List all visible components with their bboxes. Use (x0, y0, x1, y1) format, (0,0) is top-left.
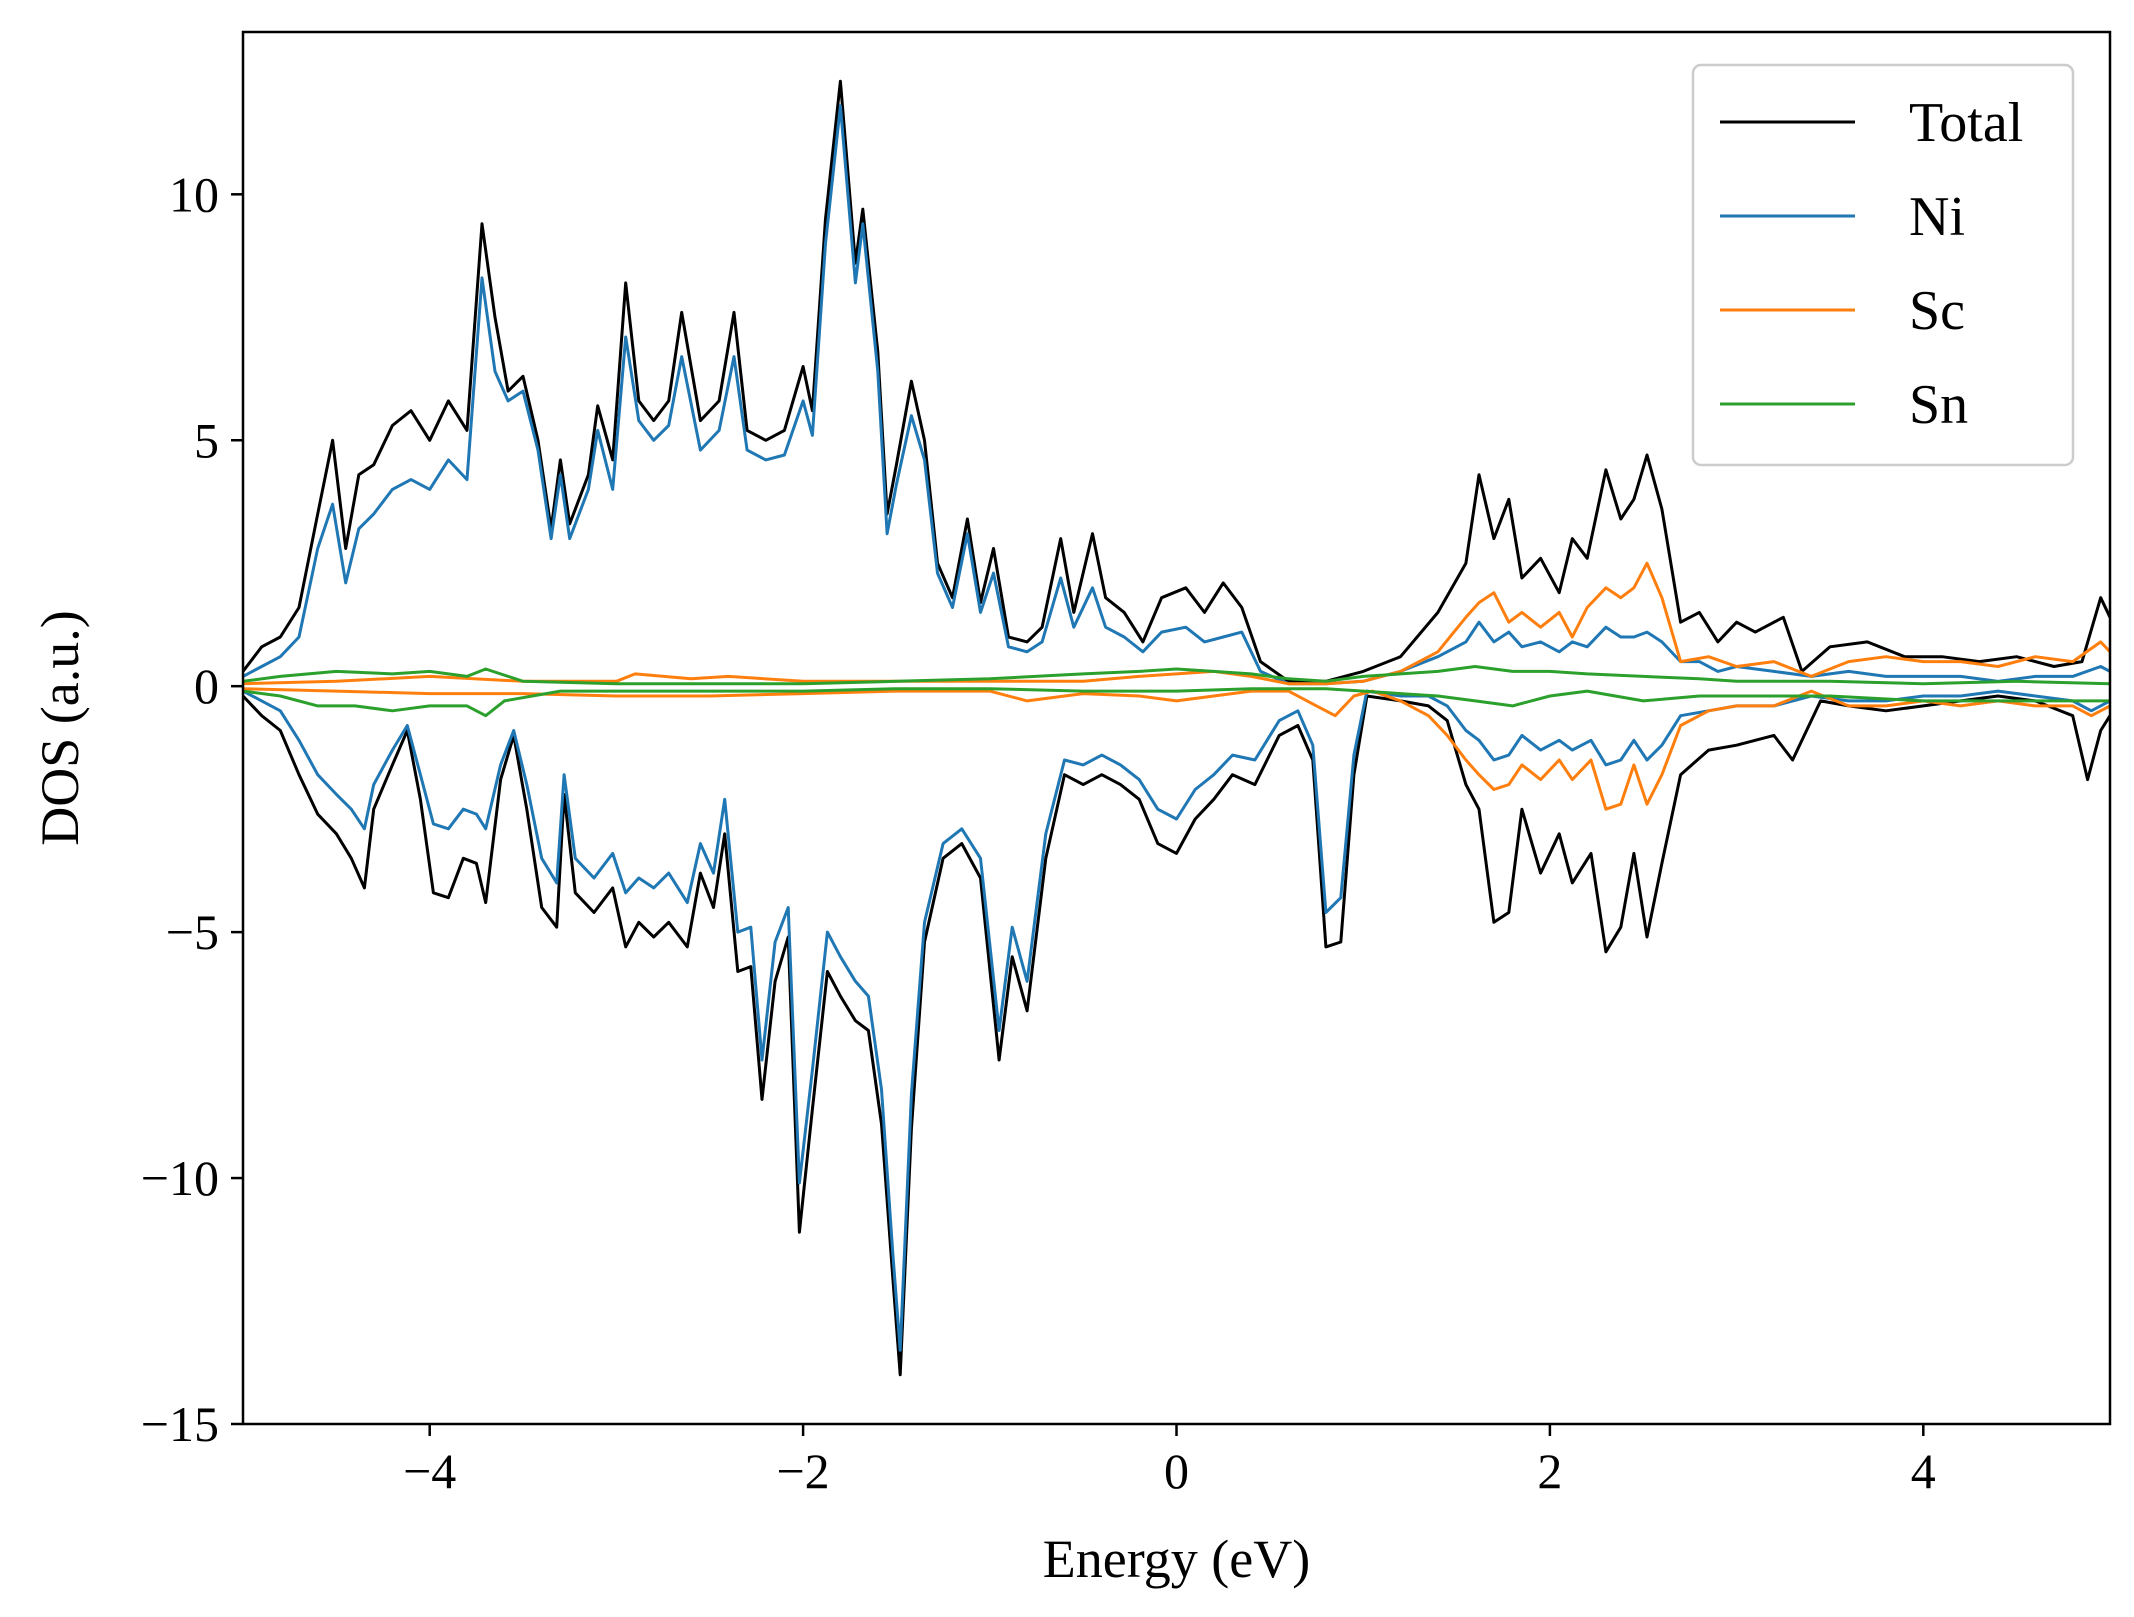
x-axis-label: Energy (eV) (1043, 1529, 1310, 1589)
y-tick-label: 10 (169, 166, 219, 222)
legend-label-ni: Ni (1909, 186, 1965, 248)
legend: Total Ni Sc Sn (1691, 63, 2075, 467)
tick-layer: −4 −2 0 2 4 −15 −10 −5 0 5 10 (141, 166, 1936, 1499)
series-sn-up-line (243, 665, 2110, 686)
series-layer (243, 79, 2110, 1377)
y-tick-label: 5 (194, 412, 219, 468)
legend-label-sn: Sn (1909, 374, 1968, 436)
legend-box (1691, 63, 2075, 467)
x-tick-label: 2 (1537, 1443, 1562, 1499)
x-tick-label: 0 (1164, 1443, 1189, 1499)
x-tick-label: 4 (1911, 1443, 1936, 1499)
series-sc-down-line (243, 687, 2110, 811)
series-total-down-line (243, 694, 2110, 1377)
series-sc-up-line (243, 561, 2110, 686)
x-tick-label: −4 (403, 1443, 456, 1499)
y-tick-label: 0 (194, 658, 219, 714)
y-axis-label: DOS (a.u.) (30, 610, 90, 845)
y-tick-label: −10 (141, 1150, 219, 1206)
series-sn-down-line (243, 687, 2110, 718)
series-ni-down-line (243, 689, 2110, 1352)
series-total-up-line (243, 79, 2110, 683)
y-tick-label: −15 (141, 1396, 219, 1452)
y-tick-label: −5 (166, 904, 219, 960)
legend-label-total: Total (1909, 92, 2023, 154)
x-tick-label: −2 (776, 1443, 829, 1499)
legend-label-sc: Sc (1909, 280, 1965, 342)
series-ni-up-line (243, 104, 2110, 686)
